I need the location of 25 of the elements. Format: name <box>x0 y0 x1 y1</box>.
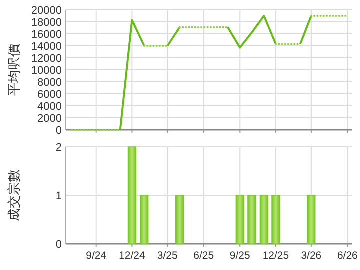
y-tick-label: 16000 <box>31 29 62 41</box>
y-tick-label: 18000 <box>31 17 62 29</box>
line-series <box>226 15 277 49</box>
x-tick-label: 12/24 <box>119 250 146 262</box>
y-axis-title: 平均呎價 <box>6 44 22 96</box>
y-tick-label: 4000 <box>38 101 62 113</box>
y-tick-label: 1 <box>56 190 62 202</box>
y-tick-label: 8000 <box>38 77 62 89</box>
y-tick-label: 0 <box>56 239 62 251</box>
y-tick-label: 2000 <box>38 113 62 125</box>
x-tick-label: 12/25 <box>262 250 290 262</box>
y-tick-label: 14000 <box>31 41 62 53</box>
x-tick-label: 3/26 <box>301 250 322 262</box>
y-tick-label: 10000 <box>31 65 62 77</box>
y-tick-label: 20000 <box>31 5 62 17</box>
x-tick-label: 9/25 <box>230 250 250 262</box>
y-tick-label: 12000 <box>31 53 62 65</box>
y-axis-title: 成交宗數 <box>6 170 22 222</box>
y-tick-label: 0 <box>56 125 62 137</box>
y-tick-label: 6000 <box>38 89 62 101</box>
x-tick-label: 6/25 <box>194 250 214 262</box>
x-tick-label: 6/26 <box>337 250 358 262</box>
x-tick-label: 9/24 <box>86 250 107 262</box>
y-tick-label: 2 <box>56 142 62 154</box>
x-tick-label: 3/25 <box>157 250 178 262</box>
